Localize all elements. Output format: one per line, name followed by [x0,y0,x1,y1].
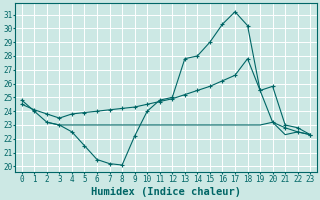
X-axis label: Humidex (Indice chaleur): Humidex (Indice chaleur) [91,186,241,197]
